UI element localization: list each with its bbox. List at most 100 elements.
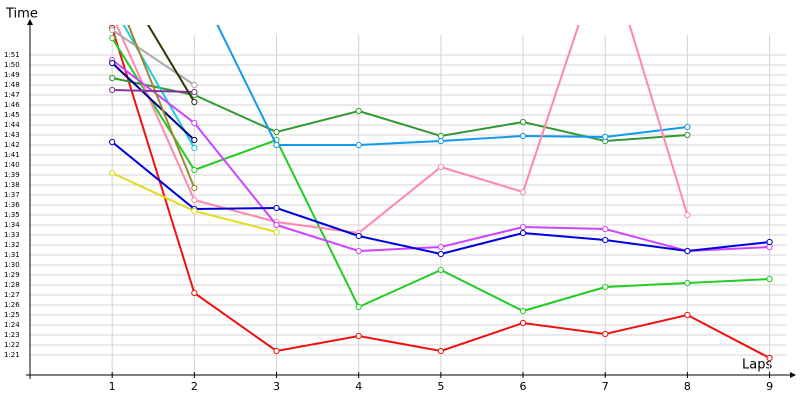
y-tick-label: 1:38 (4, 181, 20, 189)
point-marker (273, 128, 280, 136)
point-marker (273, 141, 280, 149)
point-marker (273, 347, 280, 355)
y-tick-label: 1:31 (4, 251, 20, 259)
point-marker (109, 59, 116, 67)
series-line (122, 25, 196, 149)
point-marker (437, 132, 444, 140)
point-marker (684, 279, 691, 287)
point-marker (437, 243, 444, 251)
y-tick-label: 1:41 (4, 151, 20, 159)
point-marker (519, 319, 527, 327)
point-marker (109, 26, 116, 34)
point-marker (109, 138, 116, 146)
point-marker (602, 330, 609, 338)
point-marker (519, 118, 527, 126)
point-marker (602, 225, 609, 233)
point-marker (519, 132, 527, 140)
point-marker (437, 137, 444, 145)
point-marker (191, 119, 198, 127)
y-tick-label: 1:37 (4, 191, 20, 199)
point-marker (684, 123, 691, 131)
y-tick-label: 1:24 (4, 321, 20, 329)
point-marker (109, 34, 116, 42)
x-tick-label: 3 (273, 380, 280, 393)
point-marker (191, 81, 198, 89)
x-axis-arrow (790, 372, 796, 378)
y-tick-label: 1:30 (4, 261, 20, 269)
x-tick-label: 1 (109, 380, 116, 393)
point-marker (519, 188, 527, 196)
y-tick-label: 1:49 (4, 71, 20, 79)
point-marker (109, 86, 116, 94)
point-marker (109, 169, 116, 177)
point-marker (684, 211, 691, 219)
series-line (115, 25, 689, 235)
point-marker (684, 131, 691, 139)
y-axis-arrow (27, 19, 33, 25)
series-line (111, 62, 196, 141)
y-tick-label: 1:28 (4, 281, 20, 289)
point-marker (109, 74, 116, 82)
y-tick-label: 1:51 (4, 51, 20, 59)
x-tick-label: 4 (355, 380, 362, 393)
point-marker (355, 332, 362, 340)
point-marker (602, 236, 609, 244)
y-tick-label: 1:26 (4, 301, 20, 309)
series-line (216, 25, 688, 146)
y-tick-label: 1:36 (4, 201, 20, 209)
y-tick-label: 1:47 (4, 91, 20, 99)
x-tick-label: 9 (766, 380, 773, 393)
point-marker (437, 347, 444, 355)
point-marker (602, 133, 609, 141)
point-marker (355, 141, 362, 149)
point-marker (766, 354, 773, 362)
point-marker (355, 247, 362, 255)
point-marker (519, 223, 527, 231)
y-tick-label: 1:43 (4, 131, 20, 139)
x-tick-label: 2 (191, 380, 198, 393)
point-marker (355, 107, 362, 115)
point-marker (191, 88, 198, 96)
plot-area (109, 25, 773, 362)
y-axis-label: Time (5, 7, 38, 22)
y-tick-label: 1:40 (4, 161, 20, 169)
point-marker (191, 144, 198, 152)
point-marker (684, 311, 691, 319)
y-tick-label: 1:48 (4, 81, 20, 89)
point-marker (519, 229, 527, 237)
point-marker (273, 221, 280, 229)
y-tick-label: 1:39 (4, 171, 20, 179)
x-tick-label: 8 (684, 380, 691, 393)
y-tick-label: 1:25 (4, 311, 20, 319)
point-marker (191, 136, 198, 144)
point-marker (766, 243, 773, 251)
point-marker (191, 166, 198, 174)
y-tick-label: 1:29 (4, 271, 20, 279)
y-tick-label: 1:44 (4, 121, 20, 129)
y-tick-label: 1:23 (4, 331, 20, 339)
point-marker (191, 207, 198, 215)
series-line (112, 89, 195, 93)
point-marker (191, 289, 198, 297)
series-line (127, 25, 196, 189)
y-tick-label: 1:35 (4, 211, 20, 219)
point-marker (437, 163, 444, 171)
y-tick-label: 1:21 (4, 351, 20, 359)
y-tick-label: 1:42 (4, 141, 20, 149)
series-line (146, 25, 196, 103)
x-tick-label: 6 (520, 380, 527, 393)
x-axis-label: Laps (742, 358, 772, 373)
y-tick-label: 1:34 (4, 221, 20, 229)
point-marker (273, 228, 280, 236)
point-marker (437, 266, 444, 274)
y-tick-label: 1:45 (4, 111, 20, 119)
point-marker (191, 184, 198, 192)
point-marker (355, 303, 362, 311)
point-marker (273, 204, 280, 212)
y-tick-label: 1:22 (4, 341, 20, 349)
point-marker (766, 275, 773, 283)
point-marker (355, 232, 362, 240)
y-tick-label: 1:33 (4, 231, 20, 239)
x-tick-label: 7 (602, 380, 609, 393)
